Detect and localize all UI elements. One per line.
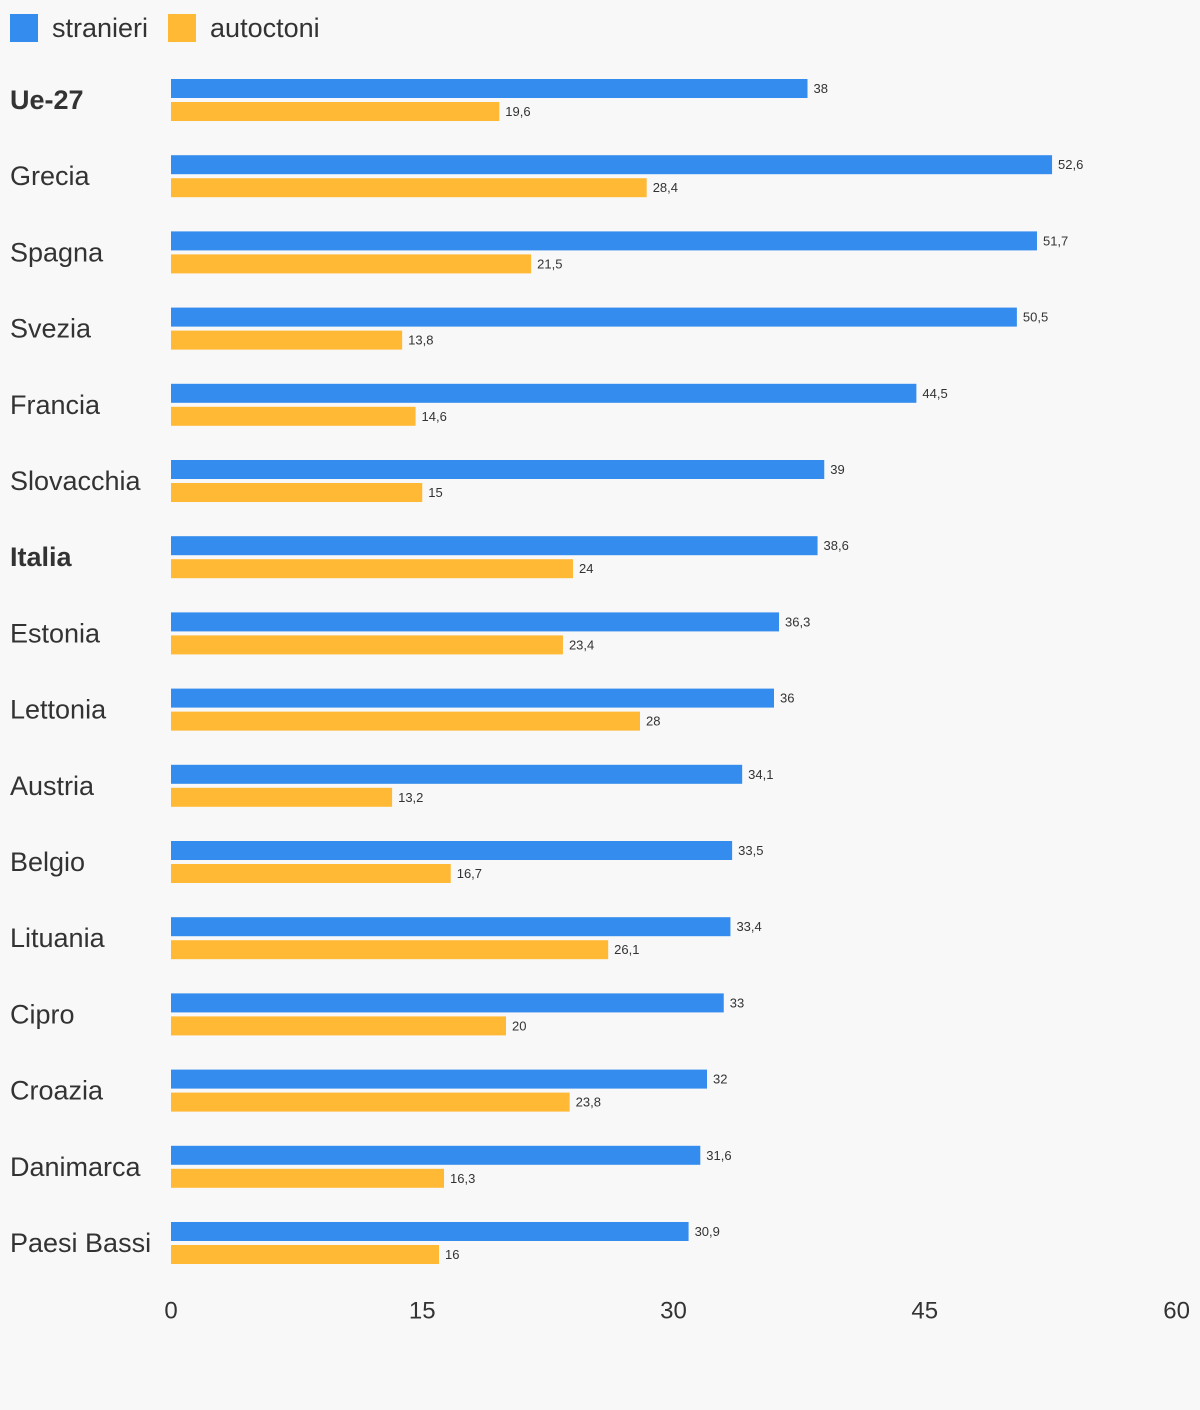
value-label-stranieri-francia: 44,5 xyxy=(922,386,947,401)
legend-label-stranieri: stranieri xyxy=(52,12,149,43)
category-label-cipro: Cipro xyxy=(10,999,75,1029)
value-label-autoctoni-lituania: 26,1 xyxy=(614,942,639,957)
value-label-stranieri-ue-27: 38 xyxy=(814,81,828,96)
bar-autoctoni-lettonia xyxy=(171,711,640,731)
bar-autoctoni-italia xyxy=(171,559,573,579)
bar-stranieri-cipro xyxy=(171,993,724,1013)
bar-autoctoni-grecia xyxy=(171,178,647,198)
category-label-danimarca: Danimarca xyxy=(10,1152,142,1182)
bar-autoctoni-svezia xyxy=(171,330,403,350)
bar-stranieri-estonia xyxy=(171,612,780,632)
value-label-autoctoni-austria: 13,2 xyxy=(398,790,423,805)
value-label-stranieri-spagna: 51,7 xyxy=(1043,233,1068,248)
category-label-estonia: Estonia xyxy=(10,618,101,648)
category-label-italia: Italia xyxy=(10,542,73,572)
x-tick-label-4: 60 xyxy=(1163,1298,1190,1325)
value-label-stranieri-austria: 34,1 xyxy=(748,767,773,782)
value-label-stranieri-grecia: 52,6 xyxy=(1058,157,1083,172)
value-label-autoctoni-lettonia: 28 xyxy=(646,714,660,729)
value-label-stranieri-estonia: 36,3 xyxy=(785,614,810,629)
bar-autoctoni-cipro xyxy=(171,1016,506,1036)
value-label-stranieri-belgio: 33,5 xyxy=(738,843,763,858)
bar-autoctoni-francia xyxy=(171,406,416,426)
bar-stranieri-italia xyxy=(171,536,818,556)
category-label-paesi-bassi: Paesi Bassi xyxy=(10,1228,151,1258)
value-label-autoctoni-estonia: 23,4 xyxy=(569,637,594,652)
bar-autoctoni-ue-27 xyxy=(171,102,500,121)
bar-stranieri-austria xyxy=(171,764,743,784)
value-label-autoctoni-svezia: 13,8 xyxy=(408,333,433,348)
value-label-stranieri-slovacchia: 39 xyxy=(830,462,844,477)
bar-autoctoni-croazia xyxy=(171,1092,570,1112)
bar-autoctoni-austria xyxy=(171,787,393,807)
bar-autoctoni-belgio xyxy=(171,864,451,883)
value-label-stranieri-paesi-bassi: 30,9 xyxy=(695,1224,720,1239)
value-label-autoctoni-italia: 24 xyxy=(579,561,593,576)
bar-autoctoni-lituania xyxy=(171,940,609,960)
value-label-autoctoni-cipro: 20 xyxy=(512,1018,526,1033)
bar-stranieri-belgio xyxy=(171,841,733,860)
category-label-ue-27: Ue-27 xyxy=(10,85,84,115)
category-label-lituania: Lituania xyxy=(10,923,106,953)
bar-stranieri-grecia xyxy=(171,155,1053,175)
category-label-svezia: Svezia xyxy=(10,314,92,344)
bar-stranieri-slovacchia xyxy=(171,460,825,479)
value-label-autoctoni-ue-27: 19,6 xyxy=(505,104,530,119)
bar-autoctoni-estonia xyxy=(171,635,563,655)
value-label-autoctoni-danimarca: 16,3 xyxy=(450,1171,475,1186)
category-label-austria: Austria xyxy=(10,771,95,801)
x-tick-label-3: 45 xyxy=(911,1298,938,1325)
bar-stranieri-paesi-bassi xyxy=(171,1222,689,1241)
bar-autoctoni-spagna xyxy=(171,254,532,274)
value-label-stranieri-danimarca: 31,6 xyxy=(706,1148,731,1163)
value-label-autoctoni-spagna: 21,5 xyxy=(537,256,562,271)
legend-item-autoctoni: autoctoni xyxy=(168,13,320,44)
x-tick-label-1: 15 xyxy=(409,1298,436,1325)
category-label-grecia: Grecia xyxy=(10,161,91,191)
bar-stranieri-francia xyxy=(171,383,917,403)
bar-autoctoni-slovacchia xyxy=(171,483,423,502)
value-label-autoctoni-croazia: 23,8 xyxy=(576,1095,601,1110)
x-tick-label-0: 0 xyxy=(164,1298,177,1325)
value-label-autoctoni-francia: 14,6 xyxy=(422,409,447,424)
category-label-francia: Francia xyxy=(10,390,101,420)
bar-stranieri-lettonia xyxy=(171,688,774,708)
value-label-autoctoni-grecia: 28,4 xyxy=(653,180,678,195)
value-label-stranieri-italia: 38,6 xyxy=(824,538,849,553)
category-label-croazia: Croazia xyxy=(10,1076,104,1106)
bar-stranieri-lituania xyxy=(171,917,731,937)
x-tick-label-2: 30 xyxy=(660,1298,687,1325)
value-label-autoctoni-paesi-bassi: 16 xyxy=(445,1247,459,1262)
legend-swatch-stranieri xyxy=(10,14,38,42)
legend-label-autoctoni: autoctoni xyxy=(210,12,320,43)
value-label-stranieri-cipro: 33 xyxy=(730,995,744,1010)
legend-item-stranieri: stranieri xyxy=(10,13,148,44)
category-label-slovacchia: Slovacchia xyxy=(10,466,142,496)
bar-stranieri-danimarca xyxy=(171,1145,701,1165)
bar-stranieri-croazia xyxy=(171,1069,707,1089)
value-label-stranieri-lettonia: 36 xyxy=(780,691,794,706)
value-label-stranieri-svezia: 50,5 xyxy=(1023,310,1048,325)
value-label-autoctoni-slovacchia: 15 xyxy=(428,485,442,500)
bar-autoctoni-paesi-bassi xyxy=(171,1245,439,1264)
value-label-stranieri-croazia: 32 xyxy=(713,1072,727,1087)
chart-legend: stranieri autoctoni xyxy=(10,8,340,48)
bar-autoctoni-danimarca xyxy=(171,1168,445,1188)
bar-stranieri-ue-27 xyxy=(171,79,808,98)
legend-swatch-autoctoni xyxy=(168,14,197,42)
category-label-belgio: Belgio xyxy=(10,847,85,877)
category-label-lettonia: Lettonia xyxy=(10,695,107,725)
bar-stranieri-spagna xyxy=(171,231,1037,251)
value-label-autoctoni-belgio: 16,7 xyxy=(457,866,482,881)
bar-stranieri-svezia xyxy=(171,307,1017,327)
category-label-spagna: Spagna xyxy=(10,237,104,267)
value-label-stranieri-lituania: 33,4 xyxy=(736,919,761,934)
